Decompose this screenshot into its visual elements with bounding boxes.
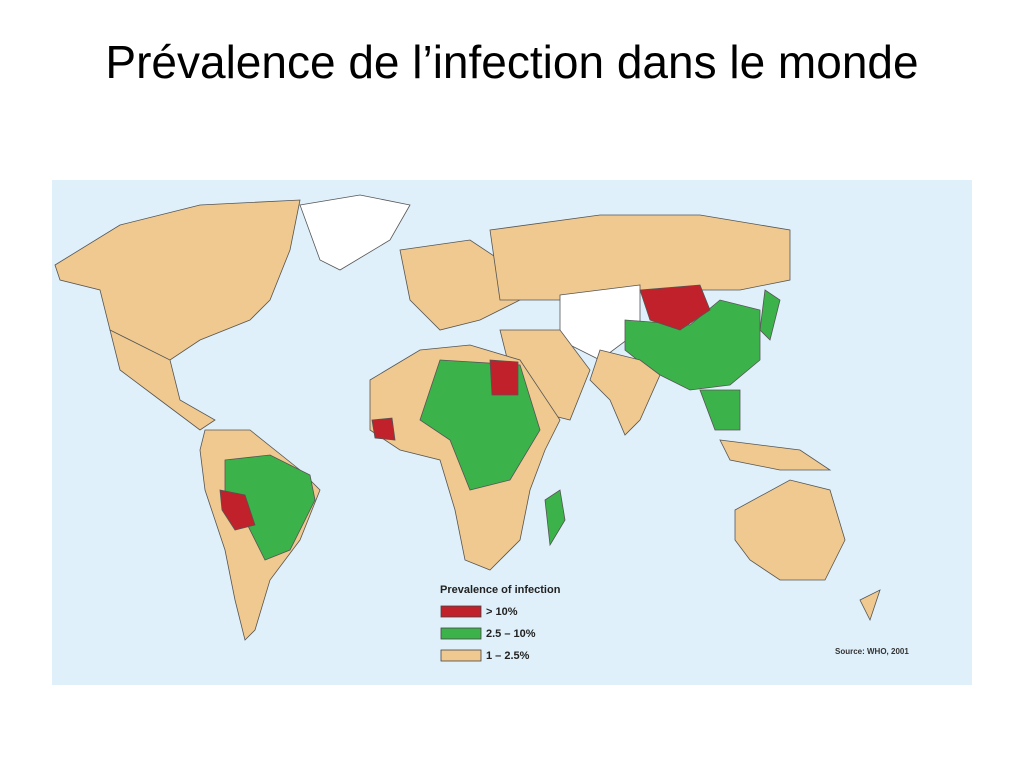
- legend-swatch: [440, 627, 482, 640]
- japan: [759, 289, 781, 341]
- legend-title: Prevalence of infection: [440, 584, 561, 596]
- source: Source: WHO, 2001: [835, 647, 909, 656]
- madagascar: [544, 489, 566, 547]
- southeast-asia: [699, 389, 741, 431]
- north-america: [54, 199, 301, 361]
- legend-swatch: [440, 649, 482, 662]
- egypt: [489, 359, 519, 396]
- legend-label: 2.5 – 10%: [486, 628, 536, 640]
- west-africa: [371, 417, 396, 441]
- legend-label: > 10%: [486, 606, 518, 618]
- new-zealand: [859, 589, 881, 622]
- india: [589, 349, 661, 436]
- mongolia: [639, 284, 711, 331]
- europe: [399, 239, 521, 331]
- greenland: [299, 194, 411, 271]
- legend-label: 1 – 2.5%: [486, 650, 530, 662]
- central-america: [109, 329, 216, 431]
- russia: [489, 214, 791, 301]
- australia: [734, 479, 846, 581]
- legend-swatch: [440, 605, 482, 618]
- bolivia: [219, 489, 256, 531]
- indonesia: [719, 439, 832, 471]
- countries: [54, 194, 881, 641]
- slide-title: Prévalence de l’infection dans le monde: [105, 36, 919, 88]
